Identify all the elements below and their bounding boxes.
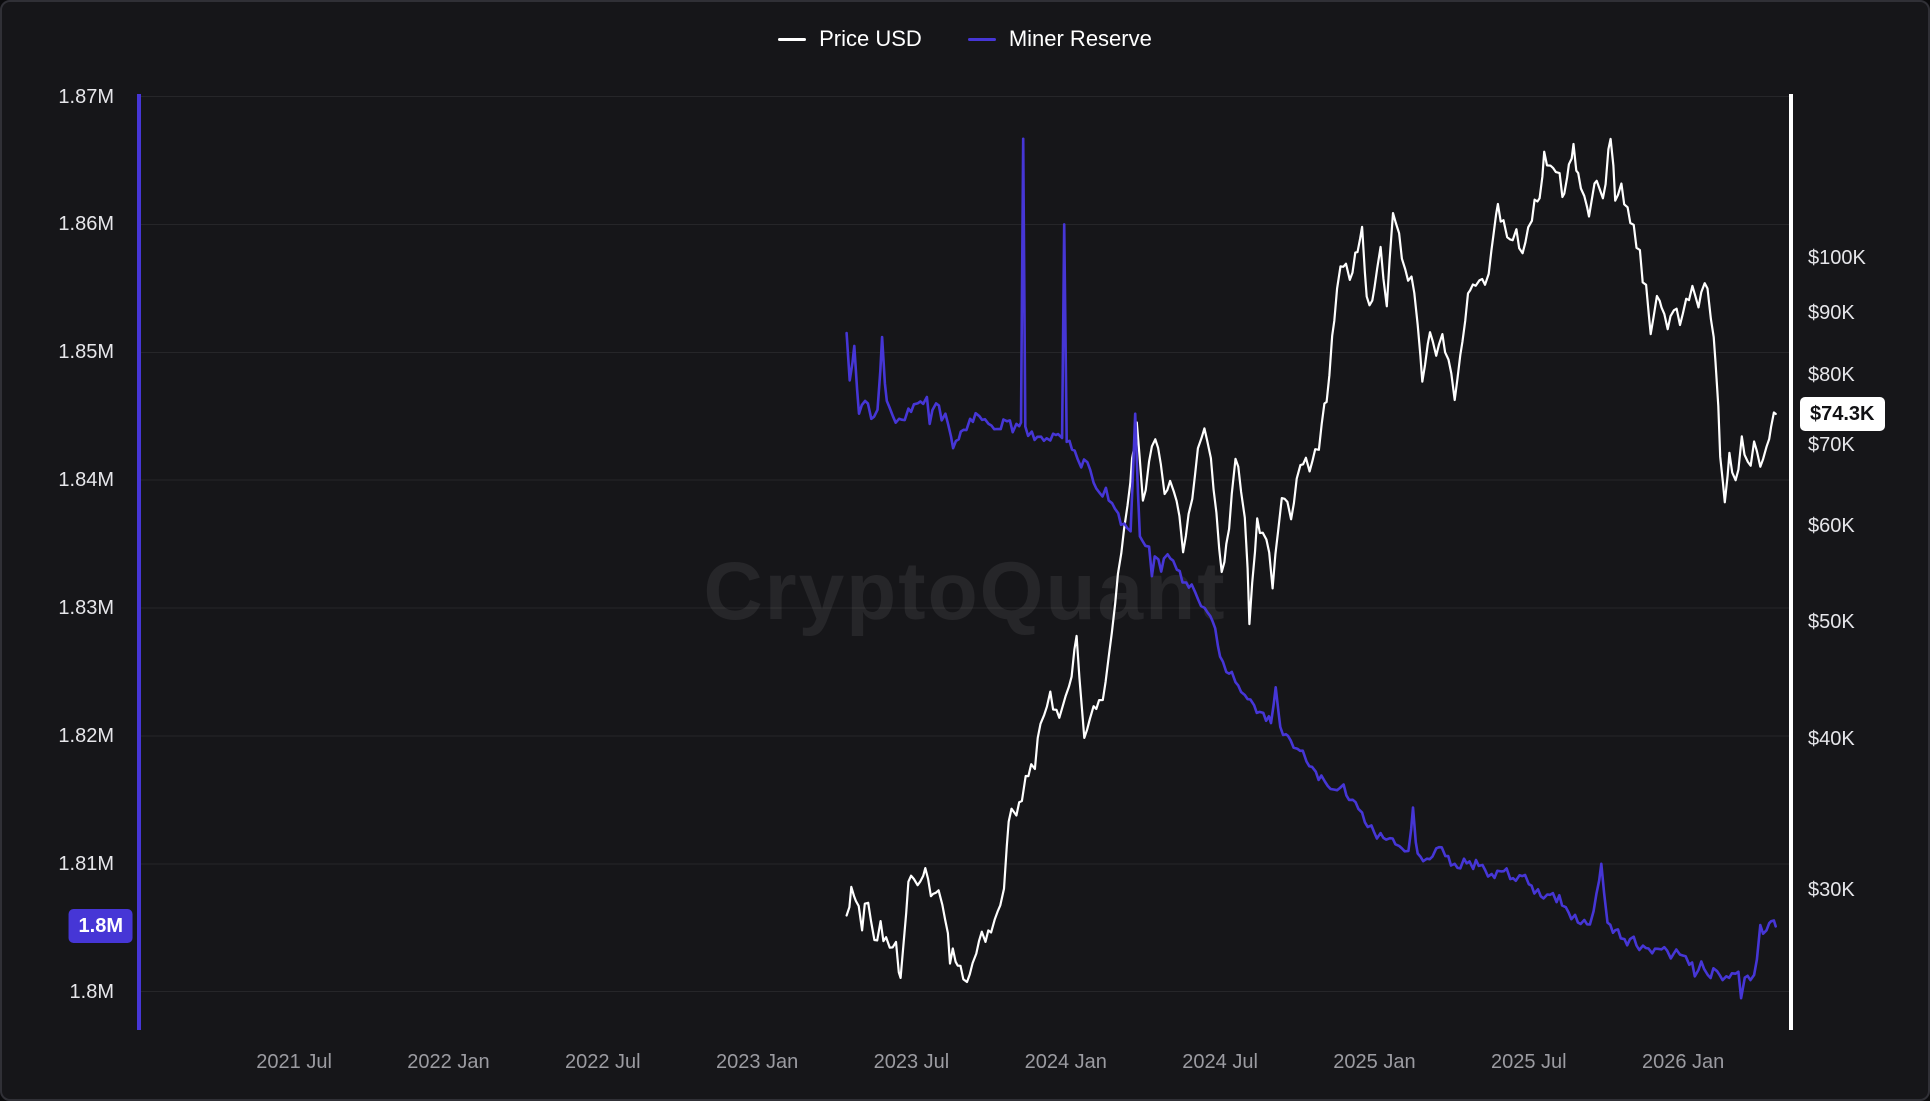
legend-label-miner-reserve: Miner Reserve xyxy=(1008,26,1152,51)
price-last-value-badge: $74.3K xyxy=(1800,396,1885,431)
chart-legend: Price USD Miner Reserve xyxy=(2,26,1928,52)
legend-label-price-usd: Price USD xyxy=(819,26,922,51)
miner-reserve-line-swatch xyxy=(967,37,996,41)
miner-reserve-last-value-badge: 1.8M xyxy=(68,909,133,944)
price-usd-line-swatch xyxy=(778,37,807,41)
legend-item-price-usd[interactable]: Price USD xyxy=(778,26,922,52)
legend-item-miner-reserve[interactable]: Miner Reserve xyxy=(967,26,1152,52)
